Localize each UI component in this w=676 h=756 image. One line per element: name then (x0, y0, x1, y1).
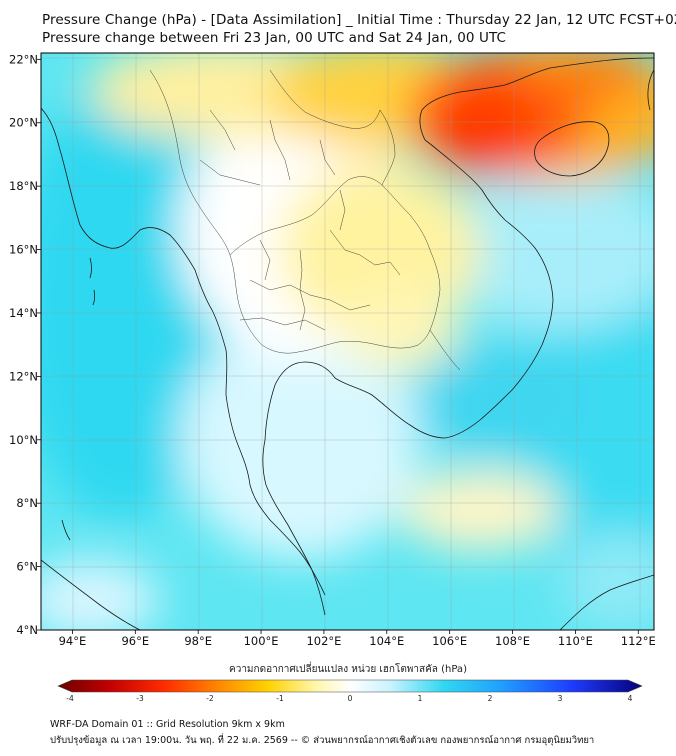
colorbar-tick-label: 4 (628, 694, 633, 703)
lon-tick-label: 106°E (432, 634, 467, 648)
map-frame (40, 52, 655, 631)
lon-tick-label: 108°E (495, 634, 530, 648)
colorbar-tick-label: 0 (348, 694, 353, 703)
colorbar-label: ความกดอากาศเปลี่ยนแปลง หน่วย เฮกโตพาสคัล… (229, 661, 467, 675)
colorbar-tick-label: -4 (66, 694, 74, 703)
lon-tick-label: 104°E (369, 634, 404, 648)
lat-tick-label: 22°N (9, 52, 38, 66)
lat-tick-label: 8°N (16, 496, 38, 510)
map-title: Pressure Change (hPa) - [Data Assimilati… (42, 12, 676, 28)
pressure-field (41, 53, 654, 630)
colorbar-tick-label: 3 (558, 694, 563, 703)
lon-tick-label: 96°E (121, 634, 149, 648)
footer-credit: ปรับปรุงข้อมูล ณ เวลา 19:00น. วัน พฤ. ที… (50, 735, 595, 746)
lat-tick-label: 4°N (16, 623, 38, 637)
map-subtitle: Pressure change between Fri 23 Jan, 00 U… (42, 30, 507, 46)
colorbar-ticks: -4 -3 -2 -1 0 1 2 3 4 (66, 694, 632, 703)
grid-lines (41, 53, 654, 630)
colorbar-tick-label: 2 (488, 694, 493, 703)
lon-tick-label: 98°E (184, 634, 212, 648)
lon-tick-label: 102°E (306, 634, 341, 648)
lat-tick-label: 10°N (9, 433, 38, 447)
colorbar-tick-label: 1 (418, 694, 423, 703)
borders (149, 69, 461, 371)
lon-tick-label: 112°E (621, 634, 656, 648)
colorbar (57, 679, 643, 693)
colorbar-tick-label: -2 (206, 694, 214, 703)
colorbar-tick-label: -3 (136, 694, 144, 703)
lat-tick-label: 14°N (9, 306, 38, 320)
coastlines (41, 57, 654, 630)
colorbar-tick-label: -1 (276, 694, 284, 703)
lat-tick-label: 18°N (9, 179, 38, 193)
lat-tick-label: 16°N (9, 243, 38, 257)
footer-resolution: WRF-DA Domain 01 :: Grid Resolution 9km … (50, 719, 285, 730)
lat-tick-label: 12°N (9, 369, 38, 383)
lat-axis: 22°N 20°N 18°N 16°N 14°N 12°N 10°N 8°N 6°N 4°N (9, 52, 41, 637)
lon-tick-label: 100°E (244, 634, 279, 648)
lon-tick-label: 94°E (59, 634, 87, 648)
lon-axis: 94°E 96°E 98°E 100°E 102°E 104°E 106°E 108°E 110… (59, 630, 656, 648)
lat-tick-label: 6°N (16, 560, 38, 574)
lat-tick-label: 20°N (9, 116, 38, 130)
lon-tick-label: 110°E (558, 634, 593, 648)
